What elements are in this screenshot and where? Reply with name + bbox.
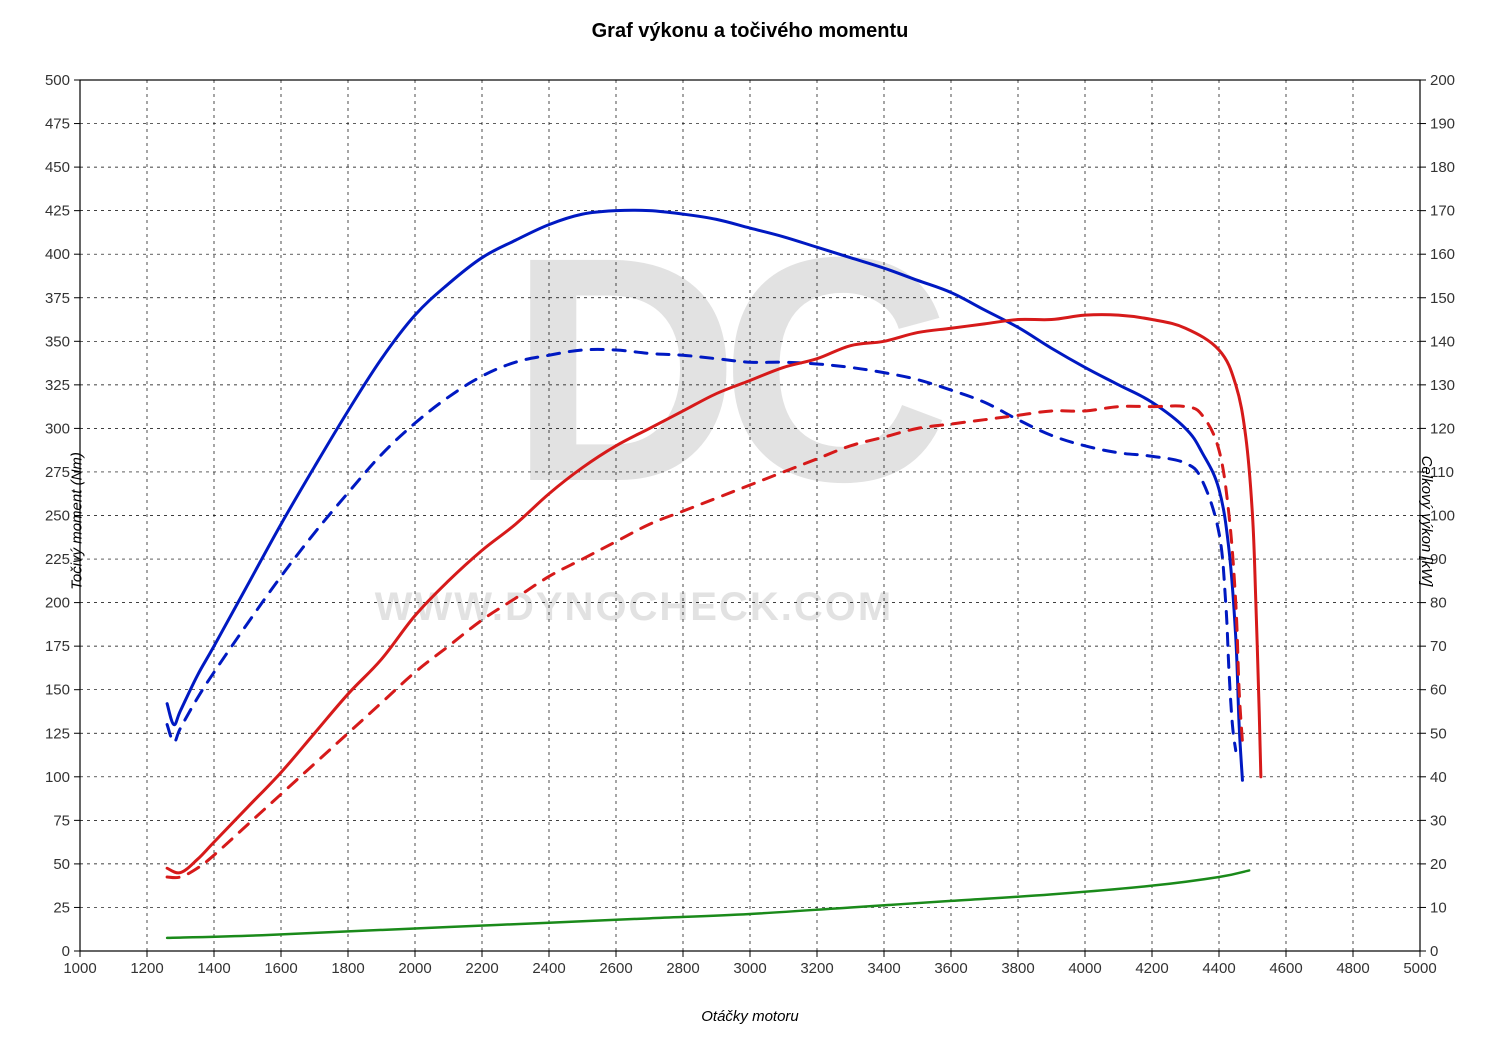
svg-text:1000: 1000 [63, 960, 96, 977]
svg-text:50: 50 [1430, 725, 1447, 742]
svg-text:180: 180 [1430, 159, 1455, 176]
svg-text:3600: 3600 [934, 960, 967, 977]
svg-text:175: 175 [45, 638, 70, 655]
svg-text:400: 400 [45, 246, 70, 263]
svg-text:300: 300 [45, 420, 70, 437]
svg-text:200: 200 [1430, 72, 1455, 89]
svg-text:160: 160 [1430, 246, 1455, 263]
svg-text:30: 30 [1430, 812, 1447, 829]
svg-text:125: 125 [45, 725, 70, 742]
svg-text:500: 500 [45, 72, 70, 89]
series-torque_stock [167, 349, 1236, 750]
svg-text:4600: 4600 [1269, 960, 1302, 977]
svg-text:200: 200 [45, 595, 70, 612]
svg-text:375: 375 [45, 290, 70, 307]
svg-text:170: 170 [1430, 203, 1455, 220]
svg-text:350: 350 [45, 333, 70, 350]
svg-text:70: 70 [1430, 638, 1447, 655]
series-power_stock [167, 406, 1242, 878]
svg-text:3800: 3800 [1001, 960, 1034, 977]
svg-text:4400: 4400 [1202, 960, 1235, 977]
svg-text:0: 0 [62, 943, 70, 960]
svg-text:450: 450 [45, 159, 70, 176]
svg-text:1600: 1600 [264, 960, 297, 977]
chart-container: Graf výkonu a točivého momentu DC WWW.DY… [0, 0, 1500, 1041]
svg-text:130: 130 [1430, 377, 1455, 394]
x-axis-label: Otáčky motoru [0, 1008, 1500, 1025]
series-loss_power [167, 870, 1249, 938]
svg-text:3000: 3000 [733, 960, 766, 977]
svg-text:4800: 4800 [1336, 960, 1369, 977]
svg-text:475: 475 [45, 116, 70, 133]
svg-text:0: 0 [1430, 943, 1438, 960]
y-axis-left-label: Točivý moment (Nm) [68, 452, 85, 590]
svg-text:25: 25 [53, 899, 70, 916]
svg-text:100: 100 [45, 769, 70, 786]
svg-text:2400: 2400 [532, 960, 565, 977]
svg-text:40: 40 [1430, 769, 1447, 786]
svg-text:50: 50 [53, 856, 70, 873]
svg-text:225: 225 [45, 551, 70, 568]
svg-text:80: 80 [1430, 595, 1447, 612]
svg-text:10: 10 [1430, 899, 1447, 916]
svg-text:60: 60 [1430, 682, 1447, 699]
svg-text:75: 75 [53, 812, 70, 829]
svg-text:3400: 3400 [867, 960, 900, 977]
svg-text:3200: 3200 [800, 960, 833, 977]
svg-text:325: 325 [45, 377, 70, 394]
svg-text:1200: 1200 [130, 960, 163, 977]
svg-text:150: 150 [45, 682, 70, 699]
svg-text:1800: 1800 [331, 960, 364, 977]
svg-text:150: 150 [1430, 290, 1455, 307]
series-power_tuned [167, 315, 1261, 873]
svg-text:4200: 4200 [1135, 960, 1168, 977]
svg-text:190: 190 [1430, 116, 1455, 133]
svg-text:2200: 2200 [465, 960, 498, 977]
svg-text:275: 275 [45, 464, 70, 481]
svg-text:140: 140 [1430, 333, 1455, 350]
svg-text:2800: 2800 [666, 960, 699, 977]
svg-text:2000: 2000 [398, 960, 431, 977]
chart-svg: 1000120014001600180020002200240026002800… [0, 0, 1500, 1041]
svg-text:5000: 5000 [1403, 960, 1436, 977]
svg-text:120: 120 [1430, 420, 1455, 437]
y-axis-right-label: Celkový výkon [kW] [1418, 455, 1435, 586]
svg-text:425: 425 [45, 203, 70, 220]
svg-text:4000: 4000 [1068, 960, 1101, 977]
svg-text:20: 20 [1430, 856, 1447, 873]
svg-text:1400: 1400 [197, 960, 230, 977]
svg-text:2600: 2600 [599, 960, 632, 977]
svg-text:250: 250 [45, 508, 70, 525]
series-torque_tuned [167, 210, 1242, 780]
